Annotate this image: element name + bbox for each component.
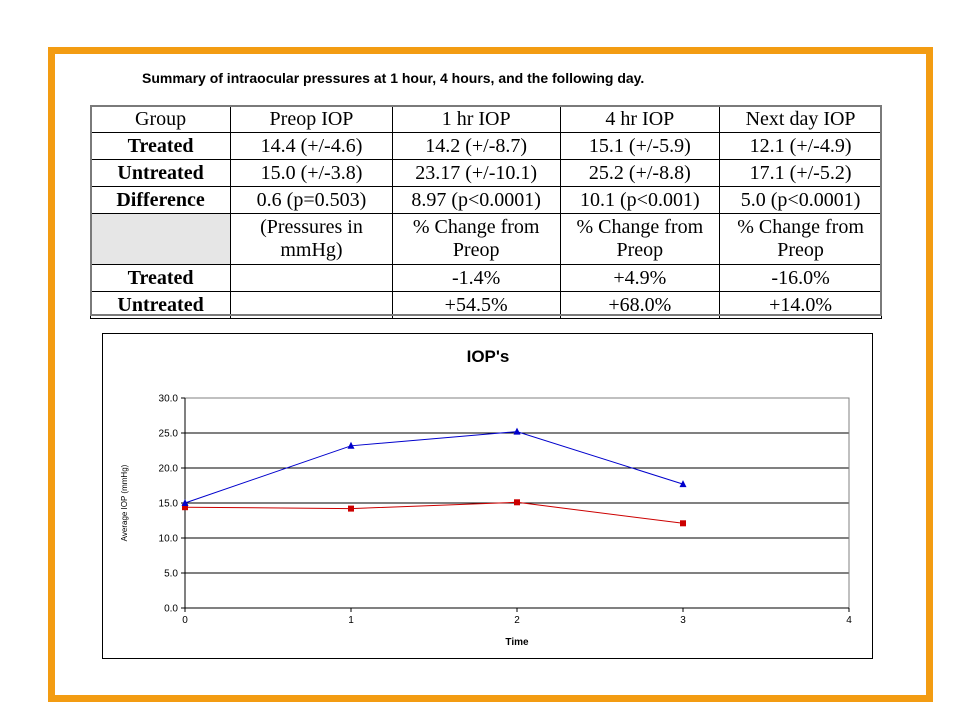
x-tick-label: 3 [680, 615, 686, 626]
series-line-0 [184, 501, 684, 524]
series-line-1 [184, 431, 684, 504]
table-row: Treated -1.4% +4.9% -16.0% [89, 264, 882, 292]
note-cell-units: (Pressures in mmHg) [230, 213, 393, 265]
table-cell: 23.17 (+/-10.1) [391, 159, 561, 187]
data-point-triangle [181, 499, 189, 506]
table-cell: +14.0% [719, 291, 882, 319]
table-row: Difference 0.6 (p=0.503) 8.97 (p<0.0001)… [89, 186, 882, 214]
line-chart: IOP's 0.0 5.0 10.0 15.0 20.0 25.0 30.0 0 1 2 3 4 Ti… [120, 347, 853, 648]
table-cell: 5.0 (p<0.0001) [719, 186, 882, 214]
row-label-difference: Difference [89, 186, 232, 214]
header-4hr: 4 hr IOP [559, 105, 721, 133]
y-tick-label: 25.0 [159, 429, 179, 440]
table-cell: 15.1 (+/-5.9) [559, 132, 721, 160]
header-group: Group [89, 105, 232, 133]
chart-container: IOP's 0.0 5.0 10.0 15.0 20.0 25.0 30.0 0 1 2 3 4 Ti… [102, 333, 873, 659]
header-1hr: 1 hr IOP [391, 105, 561, 133]
series-layer [181, 427, 687, 527]
table-cell: 14.2 (+/-8.7) [391, 132, 561, 160]
summary-table: Group Preop IOP 1 hr IOP 4 hr IOP Next d… [89, 105, 882, 319]
table-row: Treated 14.4 (+/-4.6) 14.2 (+/-8.7) 15.1… [89, 132, 882, 160]
y-axis-title: Average IOP (mmHg) [120, 464, 129, 541]
data-point-triangle [513, 427, 521, 435]
table-cell: -1.4% [391, 264, 561, 292]
note-cell-change: % Change from Preop [391, 213, 561, 265]
table-cell: 25.2 (+/-8.8) [559, 159, 721, 187]
table-cell-empty [89, 213, 232, 265]
table-cell: 10.1 (p<0.001) [559, 186, 721, 214]
row-label-untreated-change: Untreated [89, 291, 232, 319]
note-cell-change: % Change from Preop [719, 213, 882, 265]
table-row: Untreated +54.5% +68.0% +14.0% [89, 291, 882, 319]
data-point-triangle [347, 441, 355, 449]
table-cell-empty [230, 264, 393, 292]
table-header-row: Group Preop IOP 1 hr IOP 4 hr IOP Next d… [89, 105, 882, 133]
table-cell: +54.5% [391, 291, 561, 319]
y-tick-label: 5.0 [164, 569, 178, 580]
axes: 0.0 5.0 10.0 15.0 20.0 25.0 30.0 0 1 2 3 4 [159, 394, 853, 627]
slide-caption: Summary of intraocular pressures at 1 ho… [142, 70, 645, 86]
y-tick-label: 10.0 [159, 534, 179, 545]
table-cell-empty [230, 291, 393, 319]
data-point-triangle [679, 480, 687, 488]
x-tick-label: 2 [514, 615, 520, 626]
y-tick-label: 20.0 [159, 464, 179, 475]
table-cell: 14.4 (+/-4.6) [230, 132, 393, 160]
table-cell: 12.1 (+/-4.9) [719, 132, 882, 160]
y-tick-label: 30.0 [159, 394, 179, 405]
y-tick-label: 15.0 [159, 499, 179, 510]
data-point-square [348, 505, 354, 512]
header-preop: Preop IOP [230, 105, 393, 133]
x-tick-label: 1 [348, 615, 354, 626]
table-cell: -16.0% [719, 264, 882, 292]
table-cell: +68.0% [559, 291, 721, 319]
row-label-untreated: Untreated [89, 159, 232, 187]
note-cell-change: % Change from Preop [559, 213, 721, 265]
y-tick-label: 0.0 [164, 604, 178, 615]
x-tick-label: 4 [846, 615, 852, 626]
row-label-treated: Treated [89, 132, 232, 160]
data-point-square [182, 504, 188, 511]
table-cell: 17.1 (+/-5.2) [719, 159, 882, 187]
table-note-row: (Pressures in mmHg) % Change from Preop … [89, 213, 882, 265]
table-cell: 8.97 (p<0.0001) [391, 186, 561, 214]
row-label-treated-change: Treated [89, 264, 232, 292]
header-nextday: Next day IOP [719, 105, 882, 133]
table-cell: 15.0 (+/-3.8) [230, 159, 393, 187]
chart-title: IOP's [467, 347, 510, 366]
table-cell: +4.9% [559, 264, 721, 292]
x-tick-label: 0 [182, 615, 188, 626]
x-axis-title: Time [505, 637, 529, 648]
table-row: Untreated 15.0 (+/-3.8) 23.17 (+/-10.1) … [89, 159, 882, 187]
data-point-square [514, 499, 520, 506]
table-cell: 0.6 (p=0.503) [230, 186, 393, 214]
data-point-square [680, 520, 686, 527]
